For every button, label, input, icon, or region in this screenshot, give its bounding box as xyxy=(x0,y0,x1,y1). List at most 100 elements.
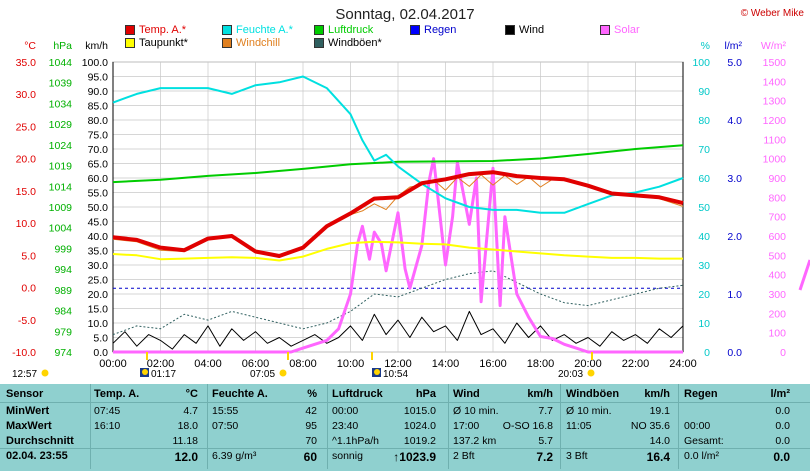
row-label: MinWert xyxy=(6,405,50,417)
press-tick-label: 974 xyxy=(54,347,72,359)
hum-axis-unit: % xyxy=(701,40,710,52)
column-header: Wind xyxy=(453,388,480,400)
x-tick-label: 14:00 xyxy=(432,358,460,370)
cell-value: 5.7 xyxy=(538,435,553,447)
cell-detail: ^1.1hPa/h xyxy=(332,435,379,447)
cell-value: 1024.0 xyxy=(403,420,436,432)
table-column-divider xyxy=(90,384,91,469)
chart-svg: 35.0 30.0 25.0 20.0 15.0 10.0 5.0 0.0 -5.0 -10.0 °… xyxy=(12,40,810,380)
solar-tick-label: 1100 xyxy=(763,134,786,146)
press-tick-label: 1024 xyxy=(49,140,73,152)
cell-detail: 07:50 xyxy=(212,420,239,432)
temp-tick-label: -5.0 xyxy=(18,315,36,327)
legend-item: Wind xyxy=(505,24,544,36)
series-line-taupunkt xyxy=(112,240,683,262)
legend-swatch xyxy=(410,25,420,35)
legend-label: Taupunkt* xyxy=(139,37,188,49)
cell-value: 1019.2 xyxy=(403,435,436,447)
wind-tick-label: 25.0 xyxy=(88,275,109,287)
cell-value: 7.7 xyxy=(538,405,553,417)
marker-time: 07:05 xyxy=(250,369,275,380)
legend-item: Taupunkt* xyxy=(125,37,188,49)
cell-detail: 00:00 xyxy=(684,420,711,432)
wind-tick-label: 45.0 xyxy=(88,217,109,229)
cell-detail: Gesamt: xyxy=(684,435,724,447)
column-unit: °C xyxy=(185,388,198,400)
temp-tick-label: 15.0 xyxy=(16,186,37,198)
wind-tick-label: 70.0 xyxy=(88,144,109,156)
wind-tick-label: 75.0 xyxy=(88,130,109,142)
x-tick-label: 10:00 xyxy=(337,358,365,370)
wind-tick-label: 85.0 xyxy=(88,101,109,113)
wind-tick-label: 90.0 xyxy=(88,86,109,98)
x-tick-label: 18:00 xyxy=(527,358,555,370)
cell-detail: Ø 10 min. xyxy=(566,405,612,417)
table-row-divider xyxy=(0,402,810,403)
rain-tick-label: 3.0 xyxy=(727,173,742,185)
column-unit: km/h xyxy=(644,388,670,400)
marker-time: 01:17 xyxy=(151,369,176,380)
column-header: Feuchte A. xyxy=(212,388,268,400)
temp-tick-label: -10.0 xyxy=(12,347,36,359)
temp-tick-label: 0.0 xyxy=(21,283,36,295)
cell-detail: 2 Bft xyxy=(453,450,475,462)
table-column-divider xyxy=(327,384,328,469)
solar-tick-label: 1000 xyxy=(763,154,787,166)
cell-detail: 3 Bft xyxy=(566,450,588,462)
wind-tick-label: 35.0 xyxy=(88,246,109,258)
legend-label: Windchill xyxy=(236,37,281,49)
cell-value: 11.18 xyxy=(172,435,199,447)
solar-tick-label: 1400 xyxy=(763,76,787,88)
solar-tick-label: 0 xyxy=(780,347,786,359)
hum-tick-label: 60 xyxy=(698,173,710,185)
x-tick-label: 04:00 xyxy=(194,358,222,370)
cell-value: 14.0 xyxy=(649,435,670,447)
rain-tick-label: 5.0 xyxy=(727,57,742,69)
legend-swatch xyxy=(125,38,135,48)
column-unit: hPa xyxy=(415,388,436,400)
x-tick-label: 24:00 xyxy=(669,358,697,370)
wind-tick-label: 95.0 xyxy=(88,72,109,84)
solar-tick-label: 400 xyxy=(768,270,786,282)
cell-value: O-SO 16.8 xyxy=(502,420,553,432)
solar-tick-label: 700 xyxy=(768,212,786,224)
cell-value: 19.1 xyxy=(649,405,670,417)
hum-tick-label: 30 xyxy=(698,260,710,272)
cell-detail: 137.2 km xyxy=(453,435,497,447)
x-tick-label: 00:00 xyxy=(99,358,127,370)
sun-icon xyxy=(41,369,49,377)
wind-tick-label: 10.0 xyxy=(88,318,109,330)
press-tick-label: 1009 xyxy=(49,202,73,214)
legend-label: Wind xyxy=(519,24,545,36)
series-line-tempa xyxy=(112,170,684,258)
cell-detail: 16:10 xyxy=(94,420,121,432)
cell-detail: Ø 10 min. xyxy=(453,405,499,417)
cell-detail: 07:45 xyxy=(94,405,121,417)
cell-value: 16.4 xyxy=(646,450,670,464)
legend-label: Luftdruck xyxy=(328,24,374,36)
wind-tick-label: 100.0 xyxy=(82,57,108,69)
cell-value: 70 xyxy=(305,435,317,447)
legend-item: Solar xyxy=(600,24,640,36)
legend-swatch xyxy=(222,38,232,48)
press-tick-label: 994 xyxy=(54,264,72,276)
temp-tick-label: 5.0 xyxy=(21,250,36,262)
wind-axis-unit: km/h xyxy=(85,40,108,52)
column-unit: % xyxy=(307,388,317,400)
legend-item: Regen xyxy=(410,24,456,36)
wind-tick-label: 55.0 xyxy=(88,188,109,200)
solar-tick-label: 800 xyxy=(768,192,786,204)
solar-tick-label: 1500 xyxy=(763,57,787,69)
marker-time: 10:54 xyxy=(383,369,408,380)
legend-label: Feuchte A.* xyxy=(236,24,293,36)
cell-value: 4.7 xyxy=(183,405,198,417)
row-label: Durchschnitt xyxy=(6,435,74,447)
solar-axis-unit: W/m² xyxy=(761,40,787,52)
cell-detail: 6.39 g/m³ xyxy=(212,450,257,462)
wind-tick-label: 5.0 xyxy=(93,333,108,345)
hum-tick-label: 100 xyxy=(692,57,710,69)
press-tick-label: 989 xyxy=(54,285,72,297)
cell-value: 0.0 xyxy=(775,420,790,432)
hum-tick-label: 10 xyxy=(698,318,710,330)
rain-tick-label: 1.0 xyxy=(727,289,742,301)
